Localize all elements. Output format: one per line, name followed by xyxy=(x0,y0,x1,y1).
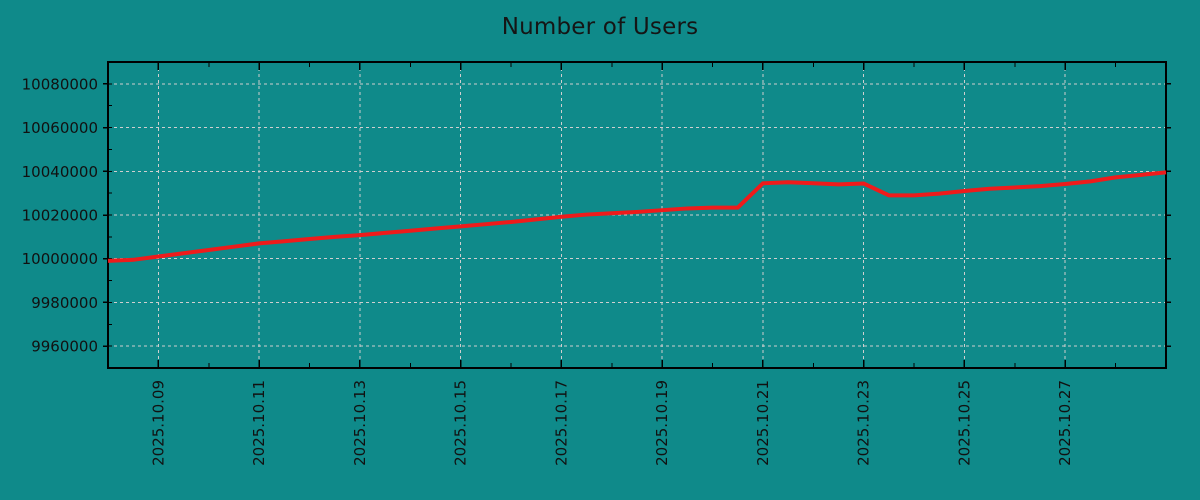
users-line-series xyxy=(107,170,1167,263)
x-axis-tick-label: 2025.10.25 xyxy=(955,380,973,466)
x-axis-tick-label: 2025.10.15 xyxy=(452,380,470,466)
x-axis-labels: 2025.10.09 2025.10.11 2025.10.13 2025.10.15… xyxy=(149,380,1074,466)
y-axis-labels: 10080000 10060000 10040000 10020000 10000000… xyxy=(22,75,98,355)
y-axis-tick-label: 10020000 xyxy=(22,207,98,225)
x-axis-tick-label: 2025.10.23 xyxy=(855,380,873,466)
plot-frame xyxy=(107,61,1167,369)
x-axis-tick-label: 2025.10.11 xyxy=(250,380,268,466)
y-axis-tick-label: 10000000 xyxy=(22,250,98,268)
x-axis-tick-label: 2025.10.27 xyxy=(1056,380,1074,466)
x-axis-tick-label: 2025.10.13 xyxy=(351,380,369,466)
grid-layer xyxy=(108,62,1166,368)
x-axis-tick-label: 2025.10.09 xyxy=(149,380,167,466)
y-axis-tick-label: 9980000 xyxy=(31,294,98,312)
x-axis-tick-label: 2025.10.17 xyxy=(552,380,570,466)
x-axis-tick-label: 2025.10.21 xyxy=(754,380,772,466)
y-axis-tick-label: 10080000 xyxy=(22,75,98,93)
chart-title: Number of Users xyxy=(501,14,699,40)
y-axis-tick-label: 9960000 xyxy=(31,338,98,356)
data-series-layer xyxy=(107,170,1167,263)
x-axis-tick-label: 2025.10.19 xyxy=(653,380,671,466)
y-axis-tick-label: 10060000 xyxy=(22,119,98,137)
y-axis-tick-label: 10040000 xyxy=(22,163,98,181)
